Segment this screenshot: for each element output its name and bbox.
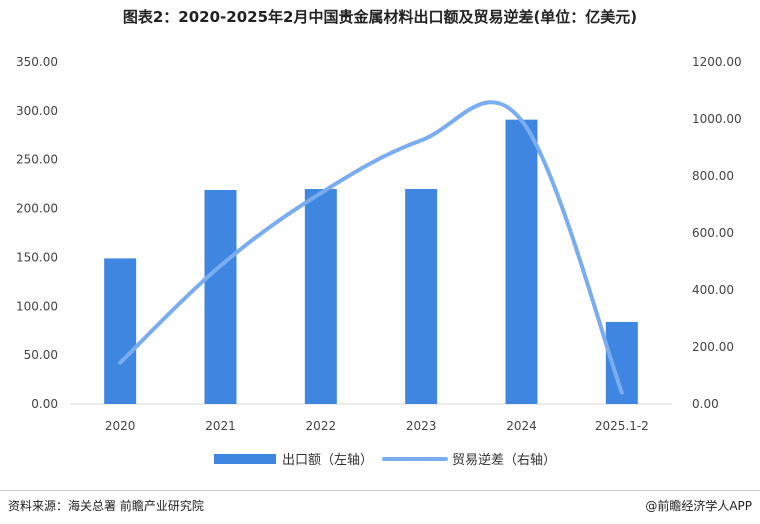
legend: 出口额（左轴） 贸易逆差（右轴）: [214, 452, 556, 468]
left-tick-label: 150.00: [16, 250, 58, 264]
x-axis: 2020 2021 2022 2023 2024 2025.1-2: [105, 419, 649, 433]
legend-label-bar: 出口额（左轴）: [282, 453, 373, 468]
chart: 0.00 50.00 100.00 150.00 200.00 250.00 300.00 3…: [16, 55, 742, 468]
left-tick-label: 250.00: [16, 153, 58, 167]
right-tick-label: 200.00: [692, 340, 734, 354]
source-text: 资料来源：海关总署 前瞻产业研究院: [8, 499, 204, 513]
x-tick-label: 2022: [306, 419, 337, 433]
right-tick-label: 1000.00: [692, 112, 742, 126]
line-point-2025.1-2: [621, 392, 623, 394]
line-point-2020: [119, 362, 121, 364]
left-tick-label: 0.00: [31, 397, 58, 411]
x-tick-label: 2024: [506, 419, 537, 433]
left-tick-label: 200.00: [16, 202, 58, 216]
line-point-2023: [420, 139, 422, 141]
right-tick-label: 0.00: [692, 397, 719, 411]
left-tick-label: 350.00: [16, 55, 58, 69]
legend-swatch-bar: [214, 454, 276, 464]
x-tick-label: 2023: [406, 419, 437, 433]
x-tick-label: 2020: [105, 419, 136, 433]
bar-series: [104, 119, 638, 404]
x-tick-label: 2021: [205, 419, 236, 433]
bar-2023: [405, 189, 438, 404]
bar-2021: [204, 190, 237, 404]
right-axis: 0.00 200.00 400.00 600.00 800.00 1000.00 1200.…: [692, 55, 742, 411]
footer-divider: [0, 490, 760, 491]
trade-deficit-line: [118, 100, 624, 395]
legend-label-line: 贸易逆差（右轴）: [452, 452, 556, 468]
chart-title: 图表2：2020-2025年2月中国贵金属材料出口额及贸易逆差(单位：亿美元): [122, 8, 638, 26]
line-point-2021: [220, 265, 221, 267]
left-tick-label: 300.00: [16, 104, 58, 118]
line-series: [118, 100, 624, 395]
right-tick-label: 800.00: [692, 169, 734, 183]
bar-2024: [505, 119, 538, 404]
left-tick-label: 50.00: [24, 348, 58, 362]
line-point-2022: [320, 192, 322, 194]
bar-2020: [104, 258, 137, 404]
bar-2022: [304, 189, 337, 404]
credit-text: @前瞻经济学人APP: [645, 499, 752, 513]
right-tick-label: 600.00: [692, 226, 734, 240]
left-tick-label: 100.00: [16, 299, 58, 313]
left-axis: 0.00 50.00 100.00 150.00 200.00 250.00 300.00 3…: [16, 55, 672, 411]
right-tick-label: 400.00: [692, 283, 734, 297]
right-tick-label: 1200.00: [692, 55, 742, 69]
x-tick-label: 2025.1-2: [595, 419, 649, 433]
line-point-2024: [521, 119, 522, 121]
